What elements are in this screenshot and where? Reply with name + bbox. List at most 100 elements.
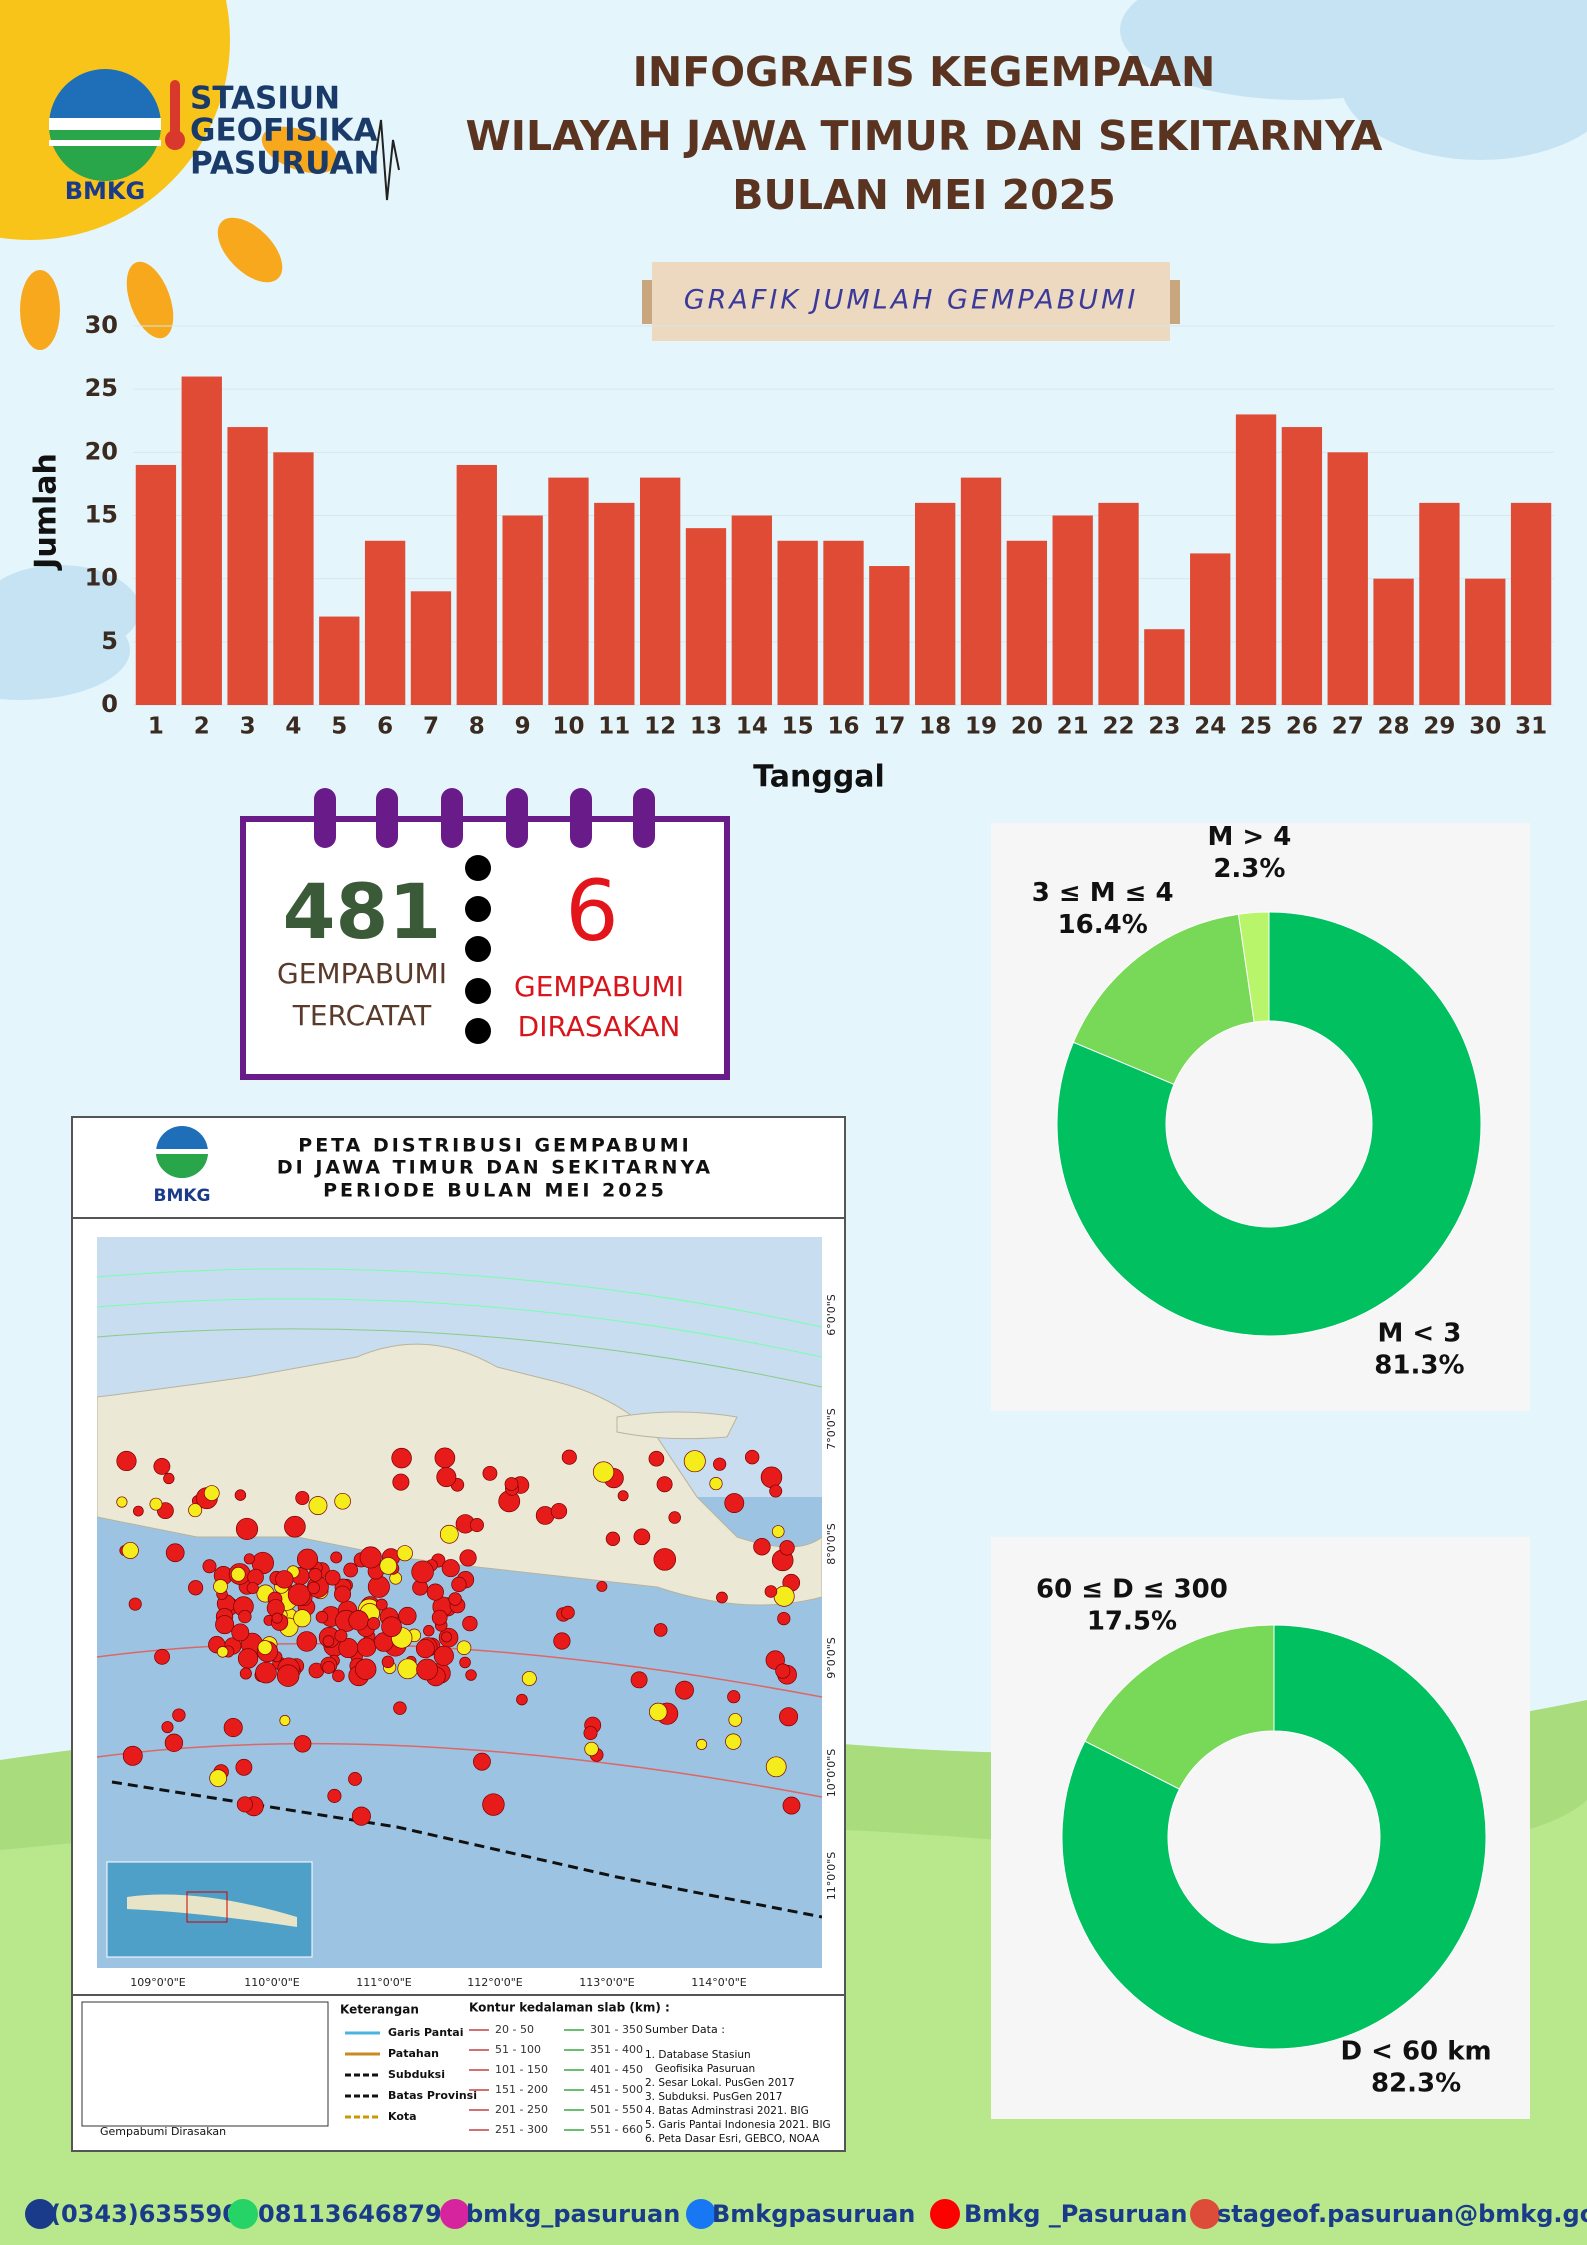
x-tick-label: 10 <box>552 714 584 740</box>
map-dot <box>122 1745 143 1766</box>
felt-label: GEMPABUMI <box>514 970 684 1003</box>
map-dot <box>276 1664 300 1687</box>
bar <box>777 540 818 705</box>
map-dot <box>473 1752 491 1771</box>
lat-label: 11°0'0"S <box>825 1852 838 1901</box>
y-tick-label: 15 <box>85 501 118 529</box>
map-dot <box>773 1585 795 1607</box>
x-tick-label: 27 <box>1332 714 1364 740</box>
lon-label: 110°0'0"E <box>244 1976 300 1989</box>
bar <box>639 477 681 705</box>
slice-value: 17.5% <box>1087 1606 1177 1636</box>
x-tick-label: 2 <box>194 714 210 740</box>
lat-label: 10°0'0"S <box>825 1749 838 1798</box>
bar <box>181 376 222 705</box>
recorded-count: 481 <box>283 867 442 956</box>
map-dot <box>779 1540 795 1556</box>
bar <box>869 566 910 705</box>
legend-text: Subduksi <box>388 2068 445 2081</box>
map-dot <box>271 1612 283 1624</box>
map-dot <box>459 1656 471 1669</box>
x-axis-label: Tanggal <box>753 760 885 795</box>
map-dot <box>434 1447 456 1469</box>
map-dot <box>683 1450 706 1473</box>
map-dot <box>648 1450 665 1467</box>
legend-text: Patahan <box>388 2047 439 2060</box>
map-dot <box>322 1661 336 1674</box>
map-dot <box>327 1788 342 1803</box>
contact-icon <box>25 2199 55 2229</box>
slice-label: 60 ≤ D ≤ 300 <box>1036 1574 1228 1604</box>
map-dot <box>439 1524 459 1544</box>
map-dot <box>161 1721 174 1734</box>
bar <box>364 540 406 705</box>
bar <box>731 515 772 705</box>
map-dot <box>116 1496 128 1508</box>
bar <box>915 502 956 705</box>
map-dot <box>235 1517 259 1541</box>
bar <box>1144 629 1185 705</box>
map-dot <box>367 1617 381 1631</box>
map-dot <box>203 1485 220 1501</box>
map-dot <box>459 1549 477 1567</box>
slice-value: 82.3% <box>1371 2069 1461 2099</box>
map-dot <box>381 1616 402 1638</box>
map-dot <box>235 1758 253 1776</box>
contact-text: bmkg_pasuruan <box>466 2200 680 2228</box>
map-dot <box>334 1492 351 1510</box>
map-dot <box>381 1655 395 1669</box>
map-dot <box>154 1648 170 1665</box>
map-dot <box>456 1640 472 1655</box>
map-dot <box>436 1467 457 1488</box>
contact-icon <box>440 2199 470 2229</box>
map-dot <box>284 1515 306 1538</box>
map-dot <box>521 1671 537 1686</box>
slice-value: 16.4% <box>1058 910 1148 940</box>
map-dot <box>375 1598 388 1611</box>
map-dot <box>223 1718 243 1738</box>
map-dot <box>257 1640 273 1655</box>
x-tick-label: 7 <box>423 714 439 740</box>
map-dot <box>416 1658 438 1681</box>
map-dot <box>469 1518 484 1533</box>
map-dot <box>423 1625 435 1637</box>
banner <box>652 262 1170 341</box>
x-tick-label: 19 <box>965 714 997 740</box>
contact-icon <box>930 2199 960 2229</box>
map-dot <box>322 1635 335 1647</box>
legend-text: Batas Provinsi <box>388 2089 477 2102</box>
felt-label: DIRASAKAN <box>518 1010 681 1043</box>
bar <box>1281 427 1323 705</box>
x-tick-label: 26 <box>1286 714 1318 740</box>
org-name: GEOFISIKA <box>190 113 378 149</box>
map-dot <box>462 1615 478 1632</box>
source: Geofisika Pasuruan <box>655 2063 755 2075</box>
y-tick-label: 5 <box>101 627 118 655</box>
map-logo <box>156 1126 208 1178</box>
map-dot <box>431 1609 448 1626</box>
map-dot <box>202 1559 217 1574</box>
source: 2. Sesar Lokal. PusGen 2017 <box>645 2077 795 2089</box>
contour-label: 251 - 300 <box>495 2123 548 2136</box>
map-dot <box>561 1605 575 1620</box>
map-dot <box>744 1449 760 1465</box>
map-dot <box>296 1548 319 1570</box>
x-tick-label: 28 <box>1378 714 1410 740</box>
slice-label: 3 ≤ M ≤ 4 <box>1032 878 1174 908</box>
map-dot <box>355 1658 377 1680</box>
bar <box>594 502 635 705</box>
map-dot <box>713 1457 727 1471</box>
y-tick-label: 10 <box>85 564 118 592</box>
map-dot <box>448 1592 462 1606</box>
contact-text: (0343)635590 <box>50 2200 239 2228</box>
map-dot <box>230 1566 246 1582</box>
map-dot <box>753 1538 771 1556</box>
bar <box>548 477 589 705</box>
map-dot <box>760 1466 783 1488</box>
x-tick-label: 16 <box>827 714 859 740</box>
lon-label: 112°0'0"E <box>467 1976 523 1989</box>
y-tick-label: 25 <box>85 374 118 402</box>
contact-text: Bmkg _Pasuruan <box>964 2200 1188 2228</box>
